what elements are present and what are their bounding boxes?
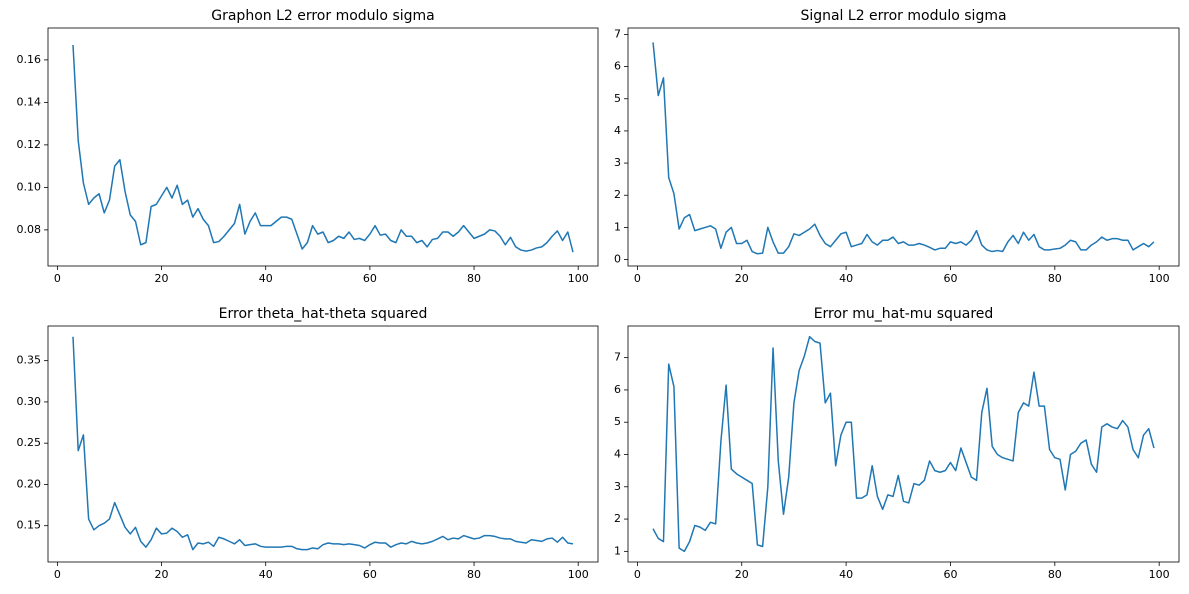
- x-tick-label: 80: [467, 272, 481, 285]
- chart-title: Error mu_hat-mu squared: [814, 306, 994, 322]
- y-tick-label: 5: [614, 415, 621, 428]
- x-tick-label: 20: [155, 568, 169, 581]
- data-line: [652, 42, 1155, 255]
- y-tick-label: 0.30: [17, 395, 42, 408]
- y-tick-label: 0.08: [17, 223, 42, 236]
- axes-frame: [627, 27, 1180, 267]
- data-line: [72, 336, 574, 551]
- x-tick-label: 100: [568, 568, 589, 581]
- y-tick-label: 5: [614, 92, 621, 105]
- y-tick-label: 0.14: [17, 95, 42, 108]
- x-tick-label: 20: [155, 272, 169, 285]
- y-tick-label: 1: [614, 544, 621, 557]
- data-line: [72, 44, 574, 253]
- x-tick-label: 40: [259, 272, 273, 285]
- y-tick-label: 6: [614, 60, 621, 73]
- x-tick-label: 0: [54, 272, 61, 285]
- x-tick-label: 0: [634, 568, 641, 581]
- chart-title: Signal L2 error modulo sigma: [800, 8, 1006, 24]
- axes-frame: [47, 27, 599, 267]
- y-tick-label: 0: [614, 253, 621, 266]
- x-tick-label: 60: [943, 568, 957, 581]
- x-tick-label: 60: [363, 272, 377, 285]
- x-tick-label: 40: [839, 568, 853, 581]
- x-tick-label: 80: [1048, 568, 1062, 581]
- x-tick-label: 0: [634, 272, 641, 285]
- x-tick-label: 80: [1048, 272, 1062, 285]
- y-tick-label: 6: [614, 383, 621, 396]
- y-tick-label: 3: [614, 480, 621, 493]
- axes-frame: [627, 325, 1180, 563]
- x-tick-label: 100: [568, 272, 589, 285]
- y-tick-label: 7: [614, 27, 621, 40]
- y-tick-label: 0.35: [17, 354, 42, 367]
- x-tick-label: 60: [363, 568, 377, 581]
- x-tick-label: 20: [735, 568, 749, 581]
- y-tick-label: 4: [614, 124, 621, 137]
- y-tick-label: 1: [614, 220, 621, 233]
- x-tick-label: 100: [1149, 568, 1170, 581]
- y-tick-label: 0.10: [17, 180, 42, 193]
- chart-title: Graphon L2 error modulo sigma: [211, 8, 435, 24]
- y-tick-label: 0.25: [17, 436, 42, 449]
- x-tick-label: 40: [259, 568, 273, 581]
- data-line: [652, 335, 1155, 553]
- x-tick-label: 80: [467, 568, 481, 581]
- y-tick-label: 0.16: [17, 53, 42, 66]
- x-tick-label: 20: [735, 272, 749, 285]
- x-tick-label: 60: [943, 272, 957, 285]
- y-tick-label: 2: [614, 188, 621, 201]
- x-tick-label: 0: [54, 568, 61, 581]
- y-tick-label: 0.15: [17, 519, 42, 532]
- x-tick-label: 100: [1149, 272, 1170, 285]
- y-tick-label: 4: [614, 447, 621, 460]
- x-tick-label: 40: [839, 272, 853, 285]
- axes-frame: [47, 325, 599, 563]
- y-tick-label: 3: [614, 156, 621, 169]
- y-tick-label: 0.12: [17, 138, 42, 151]
- y-tick-label: 0.20: [17, 477, 42, 490]
- y-tick-label: 7: [614, 351, 621, 364]
- y-tick-label: 2: [614, 512, 621, 525]
- chart-title: Error theta_hat-theta squared: [219, 306, 428, 322]
